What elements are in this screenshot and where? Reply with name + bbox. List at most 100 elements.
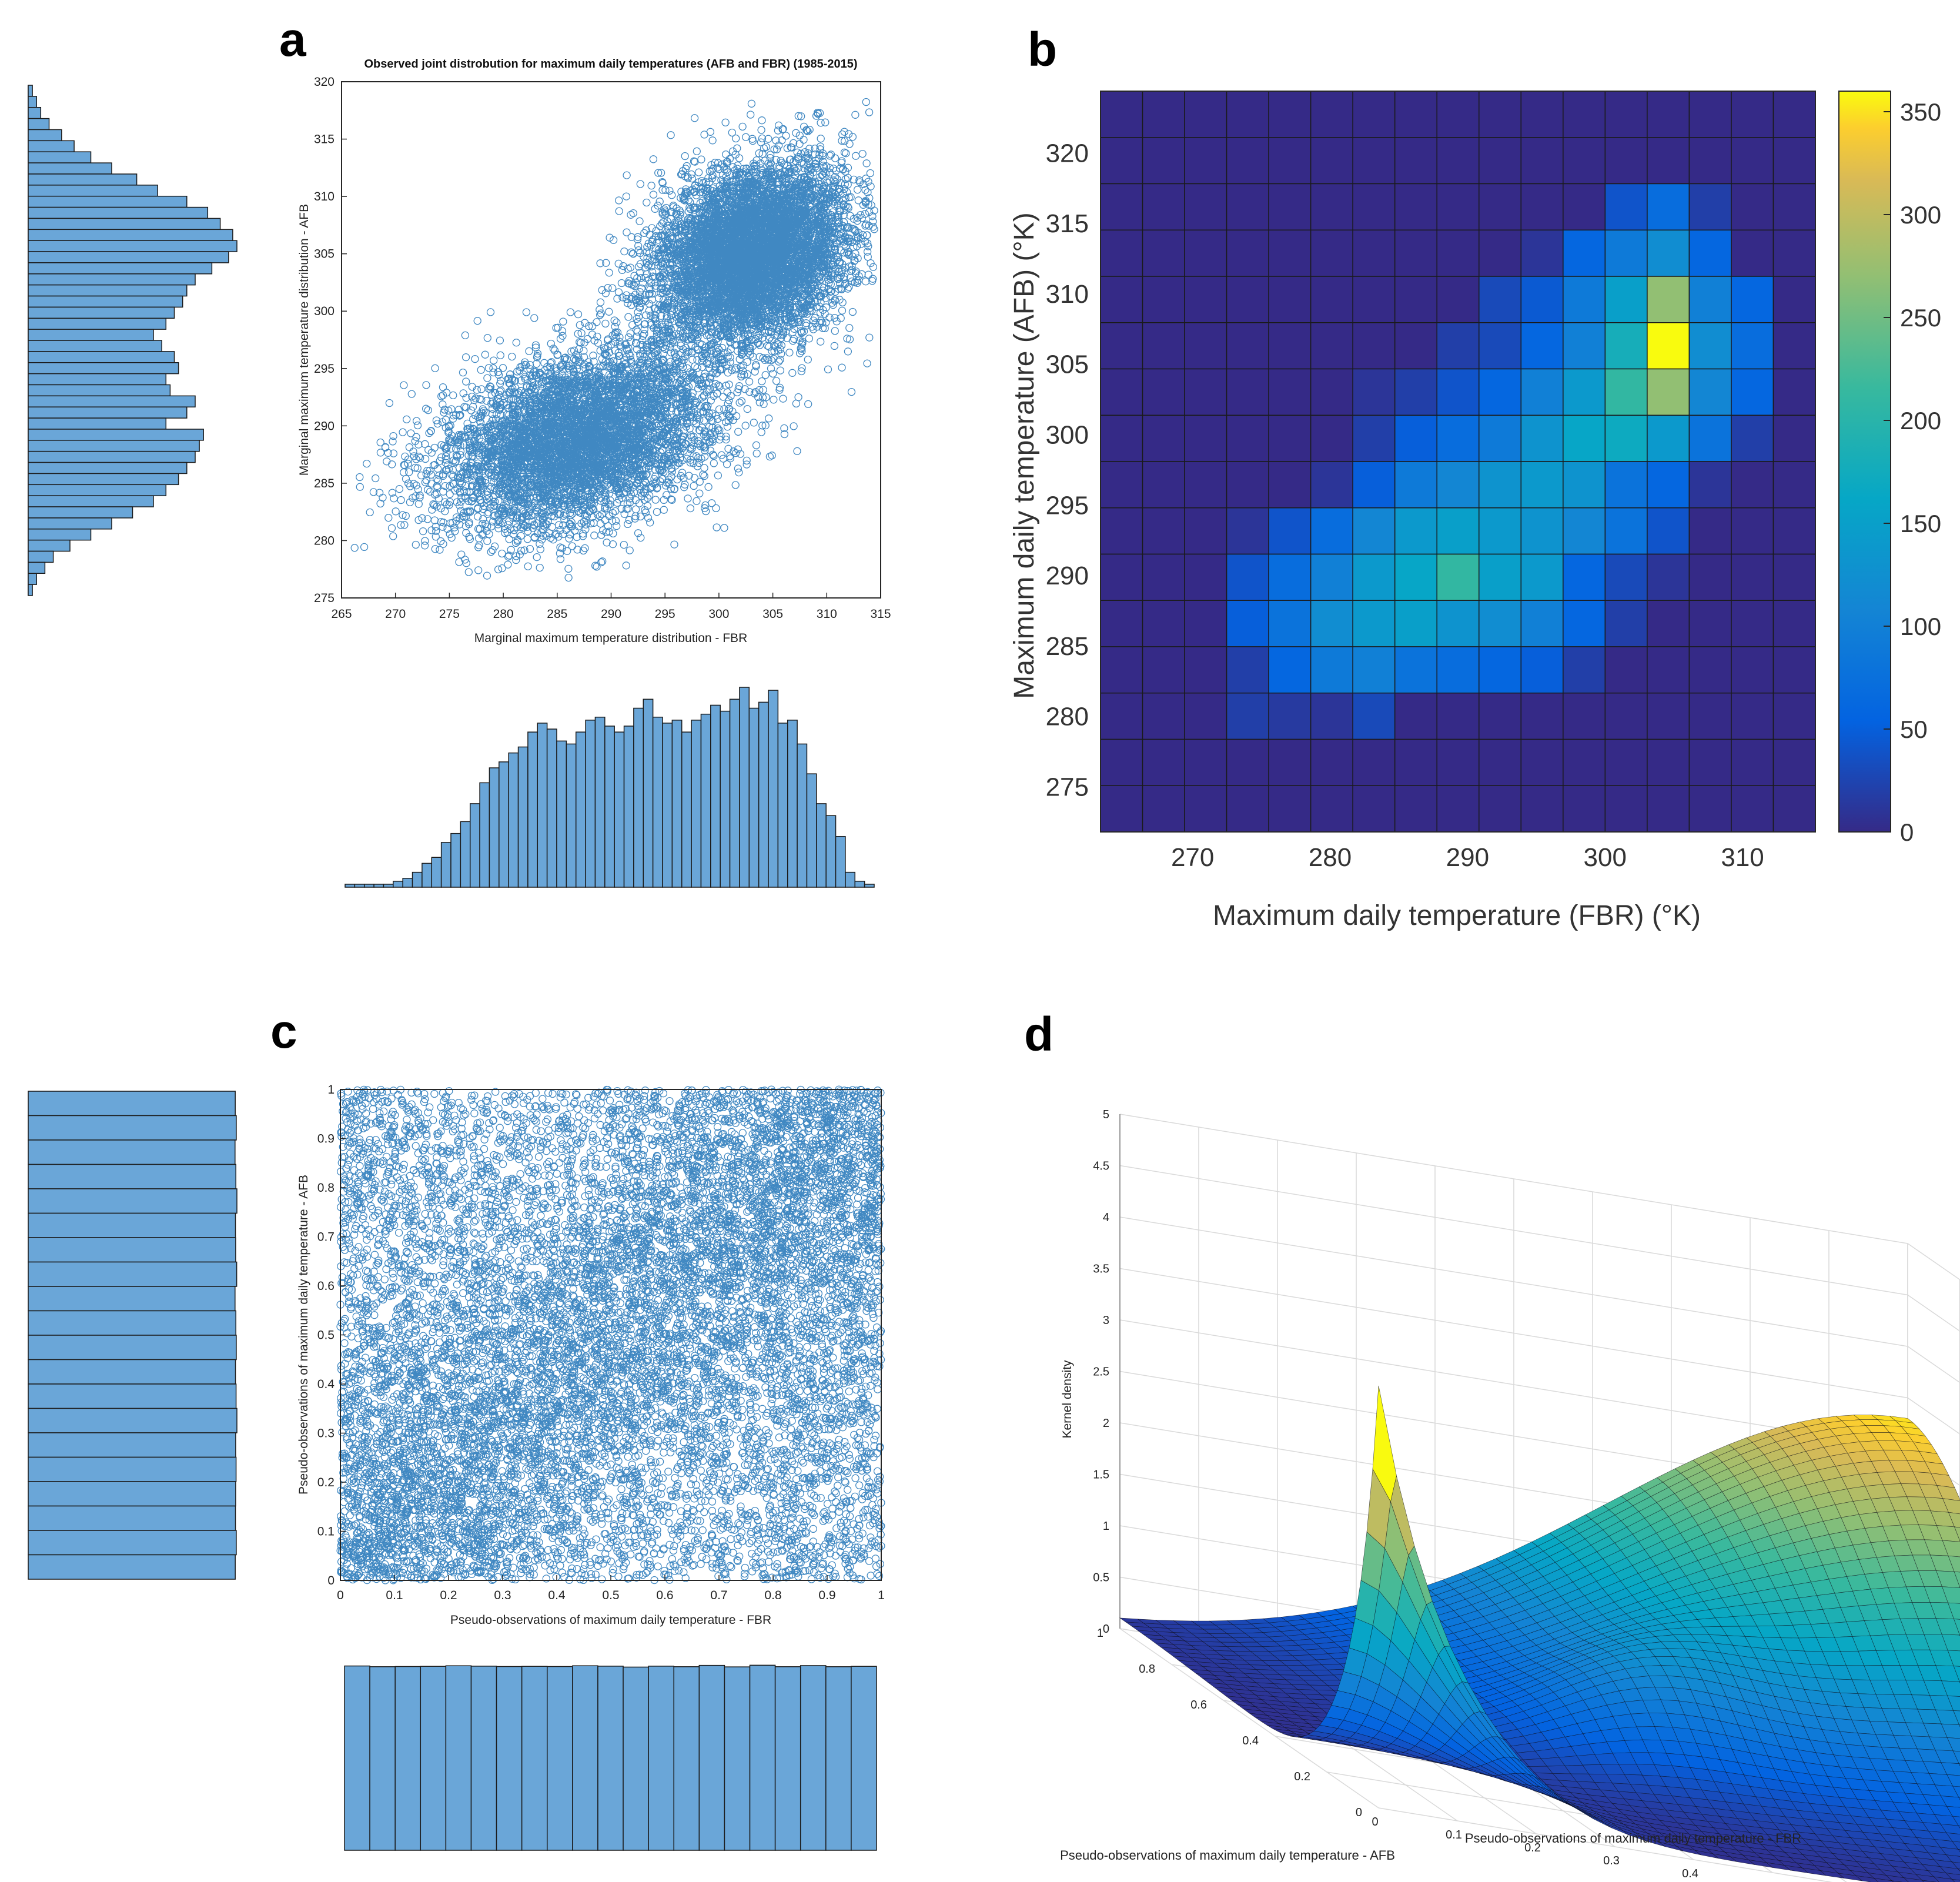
histogram-bar-x-a (557, 741, 566, 887)
heatmap-cell (1437, 184, 1479, 230)
heatmap-cell (1773, 230, 1815, 276)
heatmap-cell (1773, 415, 1815, 462)
heatmap-cell (1479, 276, 1521, 323)
heatmap-cell (1689, 462, 1731, 508)
heatmap-cell (1101, 276, 1143, 323)
histogram-bar-x-c (851, 1666, 877, 1850)
x-tick-label-c: 0 (337, 1589, 344, 1602)
heatmap-cell (1689, 647, 1731, 693)
histogram-bar-x-c (801, 1666, 826, 1850)
heatmap-cell (1689, 415, 1731, 462)
heatmap-cell (1101, 462, 1143, 508)
heatmap-cell (1269, 554, 1311, 601)
y-tick-label-c: 0.4 (317, 1378, 335, 1391)
heatmap-cell (1269, 323, 1311, 369)
heatmap-cell (1731, 647, 1774, 693)
histogram-bar-y-c (28, 1262, 237, 1287)
heatmap-cell (1311, 91, 1353, 138)
x-tick-label-d: 0 (1372, 1816, 1378, 1828)
heatmap-cell (1269, 91, 1311, 138)
histogram-bar-y-c (28, 1116, 236, 1141)
heatmap-cell (1605, 508, 1647, 554)
histogram-bar-y-a (28, 285, 187, 296)
heatmap-cell (1563, 508, 1606, 554)
x-tick-label-a: 265 (331, 607, 352, 621)
y-tick-label-d: 0.4 (1242, 1734, 1259, 1747)
heatmap-cell (1311, 369, 1353, 416)
histogram-bar-y-a (28, 562, 45, 573)
histogram-bar-y-c (28, 1165, 236, 1189)
heatmap-cell (1353, 323, 1395, 369)
heatmap-cell (1143, 91, 1185, 138)
histogram-bar-x-a (691, 720, 701, 887)
histogram-bar-x-c (446, 1666, 471, 1850)
heatmap-cell (1563, 369, 1606, 416)
heatmap-cell (1185, 693, 1227, 740)
heatmap-cell (1353, 785, 1395, 832)
x-tick-label-c: 0.9 (818, 1589, 835, 1602)
histogram-bar-x-c (547, 1667, 573, 1850)
histogram-bar-y-a (28, 163, 112, 174)
x-tick-label-a: 300 (708, 607, 729, 621)
heatmap-cell (1227, 600, 1269, 647)
histogram-bar-x-a (480, 783, 489, 887)
histogram-bar-y-a (28, 174, 137, 185)
histogram-bar-y-a (28, 429, 203, 440)
heatmap-cell (1647, 369, 1690, 416)
histogram-bar-x-a (614, 732, 624, 887)
heatmap-cell (1479, 554, 1521, 601)
histogram-bar-x-a (345, 884, 354, 887)
heatmap-cell (1437, 369, 1479, 416)
heatmap-cell (1437, 740, 1479, 786)
z-tick-label-d: 2 (1103, 1417, 1109, 1430)
histogram-bar-y-a (28, 229, 233, 240)
heatmap-cell (1689, 230, 1731, 276)
histogram-bar-x-a (826, 815, 835, 887)
heatmap-cell (1143, 554, 1185, 601)
histogram-bar-x-c (471, 1666, 496, 1850)
heatmap-cell (1395, 276, 1437, 323)
heatmap-cell (1311, 415, 1353, 462)
histogram-bar-x-c (497, 1667, 522, 1850)
x-tick-label-c: 0.2 (440, 1589, 457, 1602)
x-tick-label-a: 305 (762, 607, 783, 621)
heatmap-cell (1437, 508, 1479, 554)
heatmap-cell (1647, 230, 1690, 276)
histogram-bar-x-c (522, 1666, 547, 1850)
heatmap-cell (1731, 415, 1774, 462)
heatmap-cell (1101, 740, 1143, 786)
x-tick-label-c: 0.6 (656, 1589, 673, 1602)
heatmap-cell (1353, 693, 1395, 740)
histogram-bar-y-c (28, 1482, 236, 1506)
heatmap-cell (1605, 138, 1647, 184)
histogram-bar-y-c (28, 1458, 236, 1482)
heatmap-cell (1731, 508, 1774, 554)
heatmap-cell (1101, 91, 1143, 138)
histogram-bar-x-a (528, 732, 537, 887)
heatmap-cell (1773, 91, 1815, 138)
histogram-bar-x-a (383, 884, 393, 887)
heatmap-cell (1521, 693, 1563, 740)
heatmap-cell (1227, 230, 1269, 276)
histogram-bar-x-a (788, 720, 797, 887)
histogram-bar-y-a (28, 352, 175, 363)
histogram-bar-y-c (28, 1189, 237, 1214)
histogram-bar-x-a (519, 747, 528, 887)
histogram-bar-y-a (28, 296, 183, 307)
heatmap-cell (1353, 230, 1395, 276)
heatmap-cell (1773, 184, 1815, 230)
heatmap-cell (1353, 91, 1395, 138)
heatmap-cell (1731, 276, 1774, 323)
heatmap-cell (1605, 693, 1647, 740)
histogram-bar-y-a (28, 129, 62, 141)
colorbar-tick-label: 150 (1900, 510, 1941, 537)
heatmap-cell (1395, 230, 1437, 276)
heatmap-cell (1311, 230, 1353, 276)
heatmap-cell (1731, 230, 1774, 276)
histogram-bar-x-a (576, 732, 586, 887)
heatmap-cell (1227, 91, 1269, 138)
y-tick-label-b: 320 (1046, 139, 1089, 168)
histogram-bar-y-c (28, 1433, 236, 1458)
histogram-bar-x-a (817, 804, 826, 887)
